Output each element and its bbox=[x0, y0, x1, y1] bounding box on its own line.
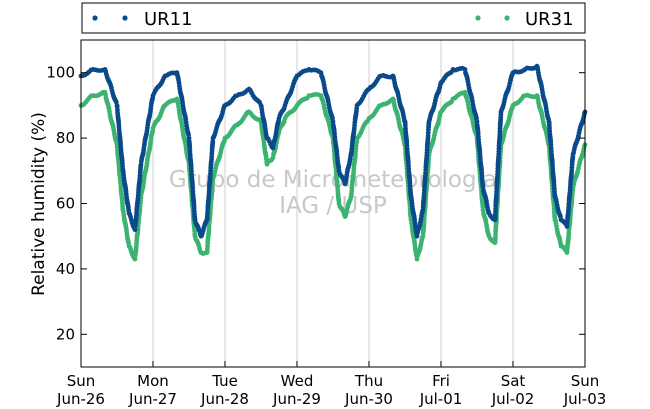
x-tick-label-day: Tue bbox=[211, 372, 238, 390]
y-axis-ticks: 20 40 60 80 100 bbox=[46, 64, 585, 343]
x-axis-ticks: SunJun-26MonJun-27TueJun-28WedJun-29ThuJ… bbox=[56, 361, 606, 408]
legend-marker-ur31-b bbox=[504, 15, 510, 21]
x-tick-label-date: Jun-27 bbox=[128, 390, 177, 408]
y-tick-label: 100 bbox=[46, 64, 75, 82]
x-tick-label-date: Jun-29 bbox=[272, 390, 321, 408]
y-tick-label: 20 bbox=[56, 325, 75, 343]
legend-marker-ur11-b bbox=[122, 15, 128, 21]
data-points bbox=[78, 63, 588, 262]
x-tick-label-date: Jul-02 bbox=[491, 390, 535, 408]
y-tick-label: 40 bbox=[56, 260, 75, 278]
watermark: Grupo de Micrometeorologia IAG / USP bbox=[169, 167, 497, 219]
legend-marker-ur31-a bbox=[475, 15, 481, 21]
point-ur31 bbox=[132, 256, 138, 262]
x-tick-label-day: Mon bbox=[137, 372, 169, 390]
y-tick-label: 80 bbox=[56, 129, 75, 147]
legend: UR11 UR31 bbox=[81, 2, 586, 34]
legend-label-ur11: UR11 bbox=[144, 9, 193, 30]
watermark-line-2: IAG / USP bbox=[279, 193, 387, 219]
x-tick-label-day: Thu bbox=[354, 372, 383, 390]
legend-marker-ur11-a bbox=[92, 15, 98, 21]
legend-frame bbox=[81, 2, 586, 34]
x-tick-label-date: Jun-26 bbox=[56, 390, 105, 408]
legend-label-ur31: UR31 bbox=[525, 9, 574, 30]
x-tick-label-day: Sun bbox=[571, 372, 600, 390]
x-tick-label-date: Jun-28 bbox=[200, 390, 249, 408]
vertical-gridlines bbox=[152, 40, 514, 367]
watermark-line-1: Grupo de Micrometeorologia bbox=[169, 167, 497, 193]
x-tick-label-day: Fri bbox=[432, 372, 450, 390]
y-tick-label: 60 bbox=[56, 195, 75, 213]
x-tick-label-day: Sun bbox=[67, 372, 96, 390]
x-tick-label-date: Jul-01 bbox=[419, 390, 463, 408]
x-tick-label-day: Wed bbox=[281, 372, 314, 390]
plot-area bbox=[81, 40, 585, 367]
x-tick-label-date: Jun-30 bbox=[344, 390, 393, 408]
y-axis-title: Relative humidity (%) bbox=[29, 112, 49, 296]
x-tick-label-day: Sat bbox=[501, 372, 526, 390]
x-tick-label-date: Jul-03 bbox=[563, 390, 607, 408]
